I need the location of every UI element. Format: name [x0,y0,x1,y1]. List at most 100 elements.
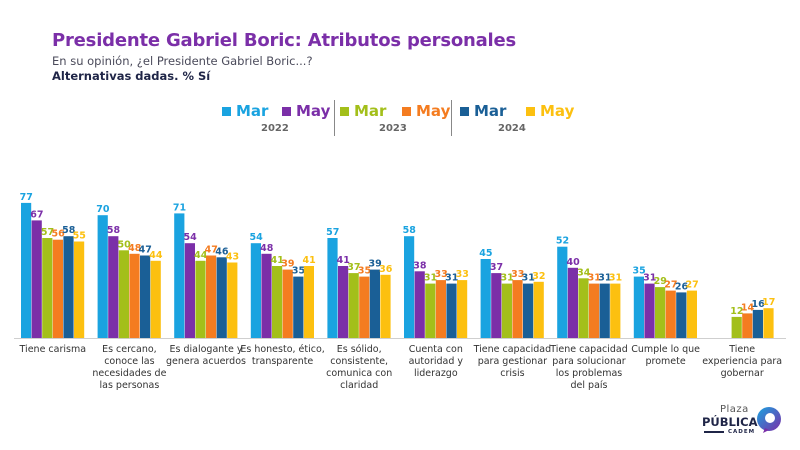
bar [404,236,415,338]
bar [327,238,338,338]
data-label: 43 [226,252,239,263]
legend-swatch [340,106,349,116]
data-label: 39 [368,259,381,270]
legend-year-2024: 2024 [498,123,526,134]
legend-year-2022: 2022 [261,123,289,134]
bar [589,283,600,338]
bar [512,280,523,338]
category-label-line: autoridad y [408,356,464,367]
bar [480,259,491,338]
data-label: 71 [173,202,186,213]
plaza-publica-cadem-logo: Plaza PÚBLICA CADEM [700,404,790,440]
legend-label: May [416,102,451,120]
bar [599,283,610,338]
data-label: 57 [326,227,339,238]
bar [74,241,85,338]
data-label: 37 [347,262,360,273]
logo-text-plaza: Plaza [720,404,749,415]
category-label-line: Tiene capacidad [550,344,628,355]
logo-text-publica: PÚBLICA [702,415,758,429]
category-label-line: Tiene carisma [19,344,87,355]
data-label: 50 [117,239,131,250]
category-label: Es honesto, ético, transparente [238,344,328,368]
data-label: 38 [413,260,427,271]
data-label: 54 [183,232,197,243]
legend-swatch [282,106,291,116]
data-label: 41 [271,255,284,266]
bar [97,215,108,338]
legend-item-mar-2024: Mar [460,102,506,120]
bar [425,283,436,338]
bar [567,267,578,338]
data-label: 46 [215,246,229,257]
data-label: 33 [511,269,524,280]
category-label-line: claridad [340,380,379,391]
data-label: 31 [500,273,513,284]
bar [129,253,140,338]
logo-text-cadem: CADEM [728,429,756,435]
bar [435,280,446,338]
bar [633,276,644,338]
category-label-line: consistente, [330,356,389,367]
data-label: 41 [302,255,315,266]
data-label: 35 [632,266,645,277]
bar [174,213,185,338]
category-label-line: Es honesto, ético, [240,344,325,355]
data-label: 48 [128,243,142,254]
bar [293,276,304,338]
bar [533,281,544,338]
bar [380,274,391,338]
category-label: Es cercano, conoce las necesidades de las p… [84,344,174,392]
bar [42,238,53,338]
bar [52,239,63,338]
bar [31,220,42,338]
bar [742,313,753,338]
data-label: 35 [358,266,371,277]
category-label-line: los problemas [555,368,623,379]
category-label: Es sólido, consistente, comunica con clarid… [314,344,404,392]
category-label-line: del país [570,380,608,391]
data-label: 70 [96,204,110,215]
category-label-line: gobernar [720,368,764,379]
legend-item-may-2022: May [282,102,330,120]
bar [610,283,621,338]
legend-swatch [222,106,231,116]
category-label: Tiene experiencia para gobernar [697,344,787,380]
category-label-line: crisis [500,368,525,379]
data-label: 27 [664,280,677,291]
bar [446,283,457,338]
legend: Mar May Mar May Mar May 2022 2023 2024 [0,98,800,143]
chart-note: Alternativas dadas. % Sí [52,69,211,83]
bar [21,202,32,338]
data-label: 27 [685,280,698,291]
category-label-line: Cuenta con [408,344,463,355]
bar [655,287,666,338]
category-label-line: para gestionar [477,356,548,367]
category-label-line: Es dialogante y [169,344,243,355]
data-label: 47 [205,245,218,256]
category-label: Es dialogante y genera acuerdos [161,344,251,368]
bar [763,308,774,338]
category-label-line: Tiene [729,344,756,355]
bar [491,273,502,338]
data-label: 29 [654,276,667,287]
data-label: 31 [588,273,601,284]
bar [272,266,283,338]
data-label: 17 [762,297,775,308]
category-label-line: Es cercano, [102,344,157,355]
bar [250,243,261,338]
bar [752,309,763,338]
bar [108,236,119,338]
bar [369,269,380,338]
data-label: 52 [556,236,569,247]
legend-separator [334,100,335,136]
bar [557,246,568,338]
bar [359,276,370,338]
bar [578,278,589,338]
bar [184,243,195,338]
data-label: 26 [675,281,689,292]
category-label-line: transparente [251,356,314,367]
category-label-line: genera acuerdos [166,356,246,367]
data-label: 77 [20,192,33,203]
